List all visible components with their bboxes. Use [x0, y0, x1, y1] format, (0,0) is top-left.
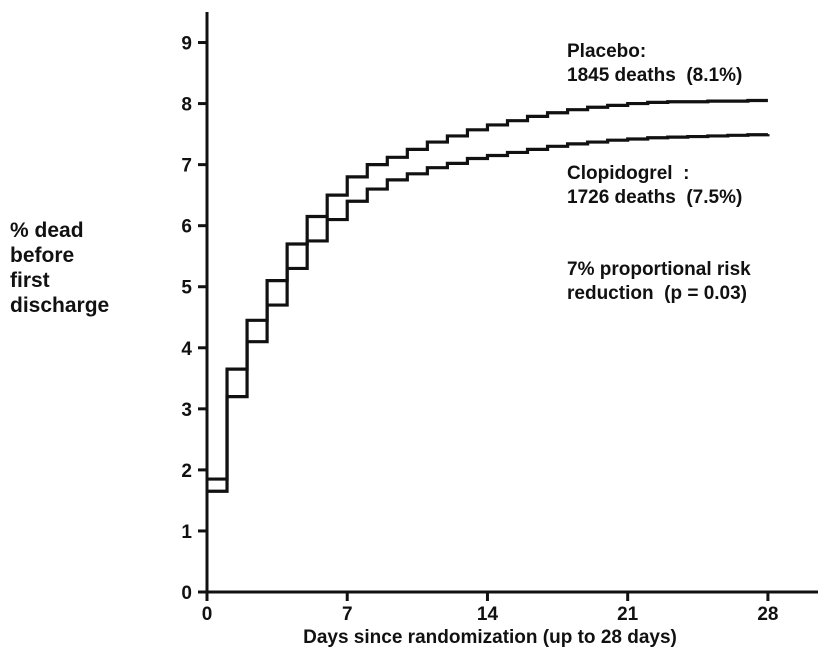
- y-tick-label: 3: [181, 400, 192, 421]
- placebo-annotation-title: Placebo:: [567, 41, 647, 62]
- clopidogrel-annotation-title: Clopidogrel :: [567, 163, 690, 184]
- x-tick-label: 7: [342, 604, 353, 625]
- risk-annotation-line1: 7% proportional risk: [567, 259, 751, 280]
- placebo-annotation-deaths: 1845 deaths (8.1%): [567, 65, 743, 86]
- risk-annotation-line2: reduction (p = 0.03): [567, 283, 748, 304]
- x-tick-label: 14: [477, 604, 499, 625]
- axes: 0 1 2 3 4 5 6 7 8 9 0 7 14 21 28: [181, 12, 818, 625]
- y-axis-label-line: first: [10, 269, 50, 292]
- y-tick-label: 2: [181, 461, 192, 482]
- y-axis-label-line: % dead: [10, 219, 84, 242]
- series-layer: [207, 98, 770, 493]
- x-tick-label: 0: [202, 604, 213, 625]
- x-tick-label: 21: [617, 604, 639, 625]
- x-tick-label: 28: [757, 604, 778, 625]
- y-tick-label: 6: [181, 217, 192, 238]
- y-tick-label: 0: [181, 583, 192, 604]
- x-axis-label: Days since randomization (up to 28 days): [303, 627, 677, 648]
- clopidogrel-annotation-deaths: 1726 deaths (7.5%): [567, 187, 743, 208]
- y-axis-label-line: before: [10, 244, 75, 267]
- series-line-placebo: [207, 98, 768, 481]
- y-tick-label: 1: [181, 522, 192, 543]
- y-tick-label: 7: [181, 156, 192, 177]
- y-tick-label: 8: [181, 95, 192, 116]
- y-tick-label: 4: [181, 339, 192, 360]
- y-tick-label: 5: [181, 278, 192, 299]
- y-axis-label-line: discharge: [10, 294, 110, 317]
- y-tick-label: 9: [181, 34, 192, 55]
- series-line-clopidogrel: [207, 133, 770, 493]
